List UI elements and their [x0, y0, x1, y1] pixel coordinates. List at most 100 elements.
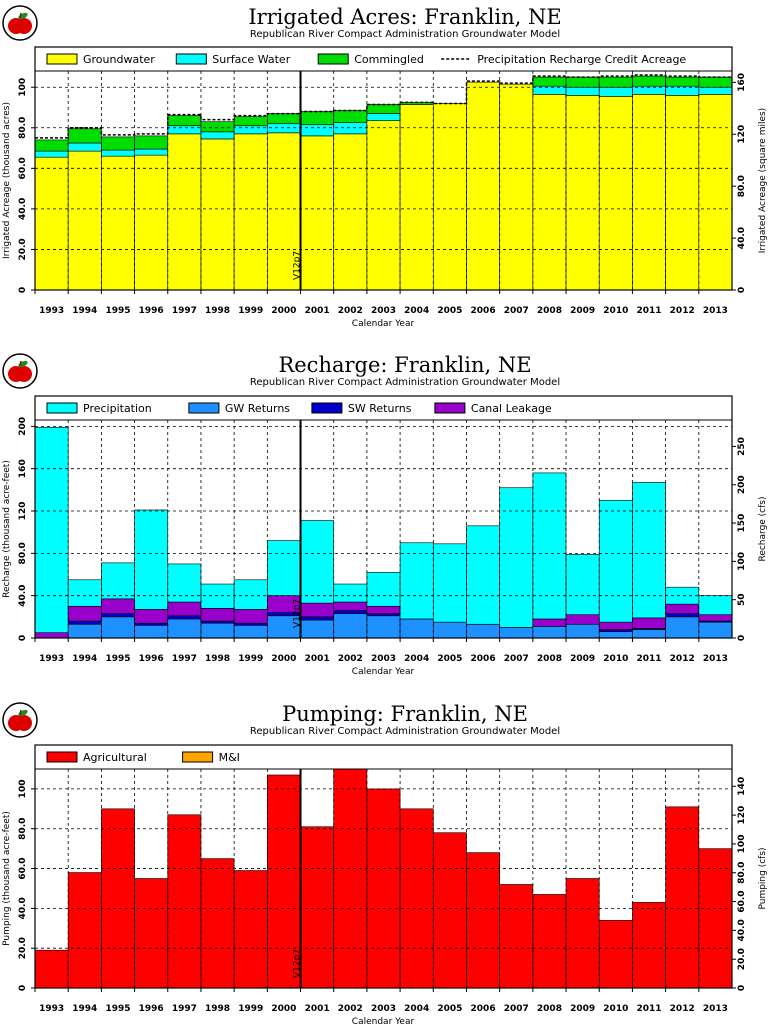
bar-canal-leakage: [665, 603, 700, 614]
bar-precipitation: [333, 583, 368, 603]
bar-precipitation: [167, 563, 202, 603]
apple-icon: [16, 366, 32, 382]
bar-agricultural: [598, 920, 633, 989]
bar-gw-returns: [101, 616, 135, 639]
bar-commingled: [233, 116, 268, 127]
bar-groundwater: [101, 155, 135, 291]
bar-canal-leakage: [34, 632, 69, 639]
bar-agricultural: [698, 848, 733, 989]
x-tick-label: 2006: [471, 1004, 496, 1014]
bar-precipitation: [499, 487, 534, 628]
bar-gw-returns: [466, 623, 500, 639]
bar-agricultural: [101, 808, 135, 989]
x-tick-label: 2010: [603, 306, 628, 316]
y-tick-label: 100: [18, 78, 28, 97]
bar-agricultural: [134, 878, 169, 989]
x-tick-label: 1993: [39, 1004, 64, 1014]
y2-axis-label: Recharge (cfs): [758, 496, 768, 561]
bar-commingled: [101, 136, 135, 151]
y2-tick-label: 80.0: [737, 862, 747, 884]
y2-tick-label: 120: [737, 125, 747, 144]
x-tick-label: 2004: [404, 1004, 429, 1014]
x-tick-label: 1997: [172, 1004, 197, 1014]
stem-icon: [19, 709, 22, 716]
legend-swatch: [434, 402, 466, 414]
bar-groundwater: [399, 104, 434, 291]
x-tick-label: 1994: [72, 306, 97, 316]
x-tick-label: 2004: [404, 306, 429, 316]
bar-agricultural: [67, 872, 102, 989]
x-tick-label: 1995: [105, 1004, 130, 1014]
legend-swatch: [46, 751, 78, 763]
grid: [35, 71, 732, 290]
x-tick-label: 1996: [139, 654, 164, 664]
x-tick-label: 1999: [238, 306, 263, 316]
legend-swatch: [317, 53, 349, 65]
x-tick-label: 2001: [305, 654, 330, 664]
x-tick-label: 2000: [271, 306, 296, 316]
bar-commingled: [333, 110, 368, 124]
bar-precipitation: [200, 583, 235, 609]
x-tick-label: 2003: [371, 306, 396, 316]
bar-sw-returns: [300, 616, 335, 621]
bar-commingled: [267, 113, 301, 125]
legend-swatch: [46, 53, 78, 65]
bar-precipitation: [665, 586, 700, 605]
y2-axis-label: Irrigated Acreage (square miles): [758, 108, 768, 253]
bar-canal-leakage: [67, 605, 102, 622]
x-axis-label: Calendar Year: [352, 667, 415, 677]
x-tick-label: 1995: [105, 654, 130, 664]
y-tick-label: 80.0: [18, 818, 28, 840]
bar-groundwater: [598, 96, 633, 291]
chart-title: Pumping: Franklin, NE: [282, 702, 528, 726]
bar-commingled: [366, 104, 401, 114]
y-tick-label: 20.0: [18, 238, 28, 260]
bar-canal-leakage: [532, 618, 567, 627]
bar-gw-returns: [333, 613, 368, 639]
x-axis-label: Calendar Year: [352, 1017, 415, 1024]
legend-label: Surface Water: [212, 53, 290, 66]
bar-gw-returns: [665, 616, 700, 639]
x-axis-label: Calendar Year: [352, 319, 415, 329]
bar-gw-returns: [399, 618, 434, 639]
bar-commingled: [134, 135, 169, 150]
bar-surface-water: [565, 86, 600, 96]
y-tick-label: 100: [18, 780, 28, 799]
x-tick-label: 2005: [437, 654, 462, 664]
x-tick-label: 2012: [670, 306, 695, 316]
x-tick-label: 2008: [537, 1004, 562, 1014]
bar-commingled: [598, 76, 633, 88]
bar-commingled: [200, 121, 235, 133]
bar-groundwater: [698, 94, 733, 291]
bar-canal-leakage: [134, 609, 169, 624]
marker-label: V12p7: [293, 949, 303, 978]
chart-title: Recharge: Franklin, NE: [278, 353, 531, 377]
y-axis-label: Irrigated Acreage (thousand acres): [2, 102, 12, 259]
bar-precipitation: [267, 540, 301, 596]
bar-canal-leakage: [167, 601, 202, 617]
y-tick-label: 40.0: [18, 198, 28, 220]
grid: [35, 420, 732, 638]
bar-gw-returns: [67, 623, 102, 639]
y2-tick-label: 60.0: [737, 890, 747, 912]
x-tick-label: 2006: [471, 654, 496, 664]
x-tick-label: 2012: [670, 1004, 695, 1014]
apple-icon: [16, 18, 32, 34]
bar-precipitation: [532, 472, 567, 620]
y2-tick-label: 120: [737, 806, 747, 825]
bar-gw-returns: [698, 621, 733, 639]
legend: Groundwater Surface Water Commingled Precip…: [46, 53, 686, 66]
bar-precipitation: [466, 525, 500, 625]
y-tick-label: 120: [18, 502, 28, 521]
legend-label: Groundwater: [83, 53, 155, 66]
y2-tick-label: 50: [737, 593, 747, 606]
legend-label: M&I: [219, 751, 240, 764]
bar-surface-water: [67, 142, 102, 152]
bar-groundwater: [665, 95, 700, 291]
bar-groundwater: [532, 94, 567, 291]
x-tick-label: 2001: [305, 306, 330, 316]
bar-agricultural: [565, 878, 600, 989]
bar-precipitation: [300, 520, 335, 604]
bar-canal-leakage: [565, 614, 600, 625]
y2-tick-label: 250: [737, 437, 747, 456]
